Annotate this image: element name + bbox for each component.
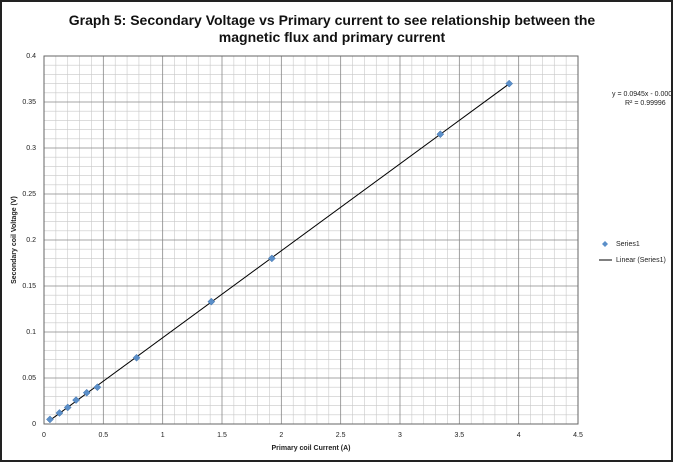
y-tick-label: 0.25	[22, 191, 36, 198]
data-point	[132, 353, 141, 362]
x-tick-label: 1	[161, 432, 165, 439]
y-tick-label: 0.4	[26, 53, 36, 60]
x-tick-label: 3.5	[454, 432, 464, 439]
legend-marker	[602, 241, 608, 247]
x-tick-label: 3	[398, 432, 402, 439]
y-tick-label: 0.15	[22, 283, 36, 290]
y-tick-label: 0	[32, 421, 36, 428]
data-point	[63, 403, 72, 412]
data-point	[82, 388, 91, 397]
trendline	[49, 83, 510, 421]
data-point	[267, 254, 276, 263]
x-tick-label: 4.5	[573, 432, 583, 439]
x-tick-label: 4	[517, 432, 521, 439]
data-point	[505, 79, 514, 88]
x-tick-label: 0.5	[98, 432, 108, 439]
data-point	[55, 409, 64, 417]
y-tick-label: 0.1	[26, 329, 36, 336]
data-point	[46, 415, 54, 424]
y-tick-label: 0.35	[22, 99, 36, 106]
x-tick-label: 2.5	[336, 432, 346, 439]
legend-label: Linear (Series1)	[616, 257, 666, 264]
plot-border	[43, 55, 579, 425]
data-point	[207, 297, 216, 306]
legend-label: Series1	[616, 241, 640, 248]
trendline-r2: R² = 0.99996	[625, 100, 666, 107]
trendline-equation: y = 0.0945x - 0.0007	[612, 91, 671, 98]
y-tick-label: 0.3	[26, 145, 36, 152]
chart-title: Graph 5: Secondary Voltage vs Primary cu…	[68, 12, 596, 45]
x-tick-label: 0	[42, 432, 46, 439]
data-point	[93, 383, 102, 392]
data-point	[72, 396, 80, 404]
x-tick-label: 2	[279, 432, 283, 439]
data-point	[436, 130, 445, 139]
y-axis-label: Secondary coil Voltage (V)	[11, 196, 18, 284]
x-tick-label: 1.5	[217, 432, 227, 439]
x-axis-label: Primary coil Current (A)	[272, 445, 351, 452]
y-tick-label: 0.05	[22, 375, 36, 382]
y-tick-label: 0.2	[26, 237, 36, 244]
